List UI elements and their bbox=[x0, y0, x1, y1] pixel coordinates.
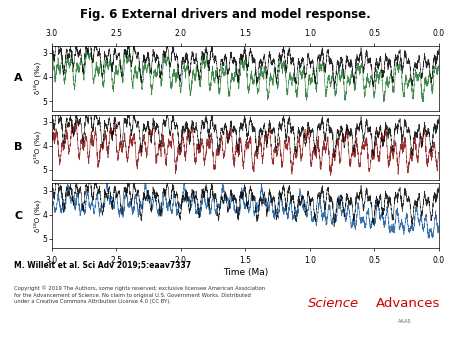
Text: Copyright © 2019 The Authors, some rights reserved; exclusive licensee American : Copyright © 2019 The Authors, some right… bbox=[14, 286, 265, 305]
Text: Advances: Advances bbox=[376, 297, 440, 310]
Text: Science: Science bbox=[308, 297, 360, 310]
Text: Fig. 6 External drivers and model response.: Fig. 6 External drivers and model respon… bbox=[80, 8, 370, 21]
Text: AAAS: AAAS bbox=[398, 319, 412, 324]
Text: A: A bbox=[14, 73, 22, 83]
Text: B: B bbox=[14, 142, 22, 152]
Y-axis label: δ¹⁸O (‰): δ¹⁸O (‰) bbox=[34, 131, 41, 163]
Text: M. Willeit et al. Sci Adv 2019;5:eaav7337: M. Willeit et al. Sci Adv 2019;5:eaav733… bbox=[14, 260, 191, 269]
Y-axis label: δ¹⁸O (‰): δ¹⁸O (‰) bbox=[34, 200, 41, 232]
X-axis label: Time (Ma): Time (Ma) bbox=[223, 268, 268, 277]
Y-axis label: δ¹⁸O (‰): δ¹⁸O (‰) bbox=[34, 62, 41, 94]
Text: C: C bbox=[14, 211, 22, 221]
